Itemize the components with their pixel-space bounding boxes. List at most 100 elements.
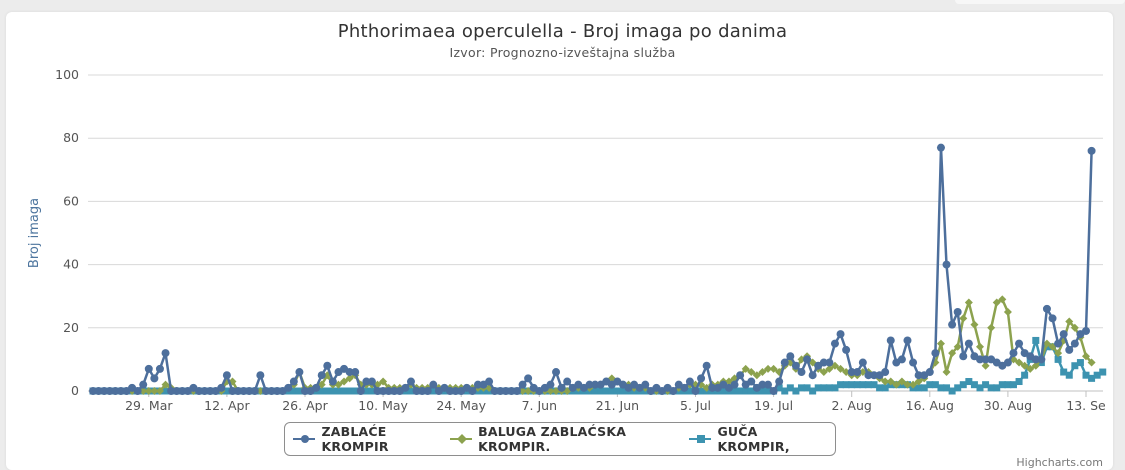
data-point[interactable] bbox=[1009, 381, 1017, 389]
data-point[interactable] bbox=[1054, 355, 1062, 363]
data-point[interactable] bbox=[764, 380, 773, 389]
data-point[interactable] bbox=[1087, 358, 1096, 367]
data-point[interactable] bbox=[1082, 352, 1090, 361]
data-point[interactable] bbox=[524, 374, 533, 383]
data-point[interactable] bbox=[998, 295, 1007, 304]
data-point[interactable] bbox=[886, 377, 895, 386]
data-point[interactable] bbox=[351, 387, 359, 395]
data-point[interactable] bbox=[881, 368, 890, 377]
data-point[interactable] bbox=[150, 374, 159, 383]
data-point[interactable] bbox=[998, 381, 1006, 389]
data-point[interactable] bbox=[323, 361, 332, 370]
data-point[interactable] bbox=[809, 387, 817, 395]
data-point[interactable] bbox=[876, 384, 884, 392]
data-point[interactable] bbox=[1015, 358, 1024, 367]
data-point[interactable] bbox=[501, 387, 510, 395]
data-point[interactable] bbox=[702, 361, 711, 370]
data-point[interactable] bbox=[290, 387, 298, 395]
data-point[interactable] bbox=[1042, 339, 1051, 348]
data-point[interactable] bbox=[295, 387, 303, 395]
data-point[interactable] bbox=[925, 368, 934, 377]
data-point[interactable] bbox=[223, 387, 231, 395]
data-point[interactable] bbox=[1037, 355, 1046, 364]
data-point[interactable] bbox=[970, 381, 978, 389]
data-point[interactable] bbox=[239, 387, 248, 395]
data-point[interactable] bbox=[909, 380, 918, 389]
data-point[interactable] bbox=[1042, 304, 1051, 313]
data-point[interactable] bbox=[859, 381, 867, 389]
data-point[interactable] bbox=[758, 387, 766, 395]
data-point[interactable] bbox=[987, 323, 996, 332]
data-point[interactable] bbox=[747, 387, 755, 395]
legend-item-guca[interactable]: GUČA KROMPIR, bbox=[688, 424, 827, 454]
data-point[interactable] bbox=[1071, 362, 1079, 370]
data-point[interactable] bbox=[909, 358, 918, 367]
data-point[interactable] bbox=[976, 355, 985, 364]
data-point[interactable] bbox=[797, 384, 805, 392]
data-point[interactable] bbox=[228, 387, 237, 395]
data-point[interactable] bbox=[1065, 371, 1073, 379]
data-point[interactable] bbox=[797, 368, 806, 377]
data-point[interactable] bbox=[814, 384, 822, 392]
data-point[interactable] bbox=[557, 383, 566, 392]
data-point[interactable] bbox=[161, 380, 170, 389]
data-point[interactable] bbox=[959, 314, 968, 323]
data-point[interactable] bbox=[245, 387, 254, 395]
data-point[interactable] bbox=[222, 371, 231, 380]
data-point[interactable] bbox=[965, 378, 973, 386]
data-point[interactable] bbox=[105, 387, 114, 395]
data-point[interactable] bbox=[943, 384, 951, 392]
data-point[interactable] bbox=[356, 387, 365, 395]
data-point[interactable] bbox=[250, 387, 259, 395]
data-point[interactable] bbox=[864, 381, 872, 389]
data-point[interactable] bbox=[94, 387, 103, 395]
data-point[interactable] bbox=[597, 387, 605, 395]
data-point[interactable] bbox=[853, 381, 861, 389]
data-point[interactable] bbox=[1015, 378, 1023, 386]
data-point[interactable] bbox=[747, 368, 756, 377]
data-point[interactable] bbox=[161, 349, 170, 358]
data-point[interactable] bbox=[953, 308, 962, 316]
legend-item-zablace[interactable]: ZABLAĆE KROMPIR bbox=[293, 424, 450, 454]
data-point[interactable] bbox=[797, 355, 806, 364]
data-point[interactable] bbox=[981, 355, 990, 364]
data-point[interactable] bbox=[423, 387, 432, 395]
data-point[interactable] bbox=[830, 339, 839, 348]
data-point[interactable] bbox=[362, 387, 370, 395]
data-point[interactable] bbox=[1054, 349, 1063, 358]
data-point[interactable] bbox=[686, 387, 694, 395]
data-point[interactable] bbox=[820, 384, 828, 392]
data-point[interactable] bbox=[702, 383, 711, 392]
data-point[interactable] bbox=[936, 143, 945, 152]
data-point[interactable] bbox=[351, 368, 360, 377]
data-point[interactable] bbox=[881, 377, 890, 386]
data-point[interactable] bbox=[837, 381, 845, 389]
data-point[interactable] bbox=[418, 387, 427, 395]
data-point[interactable] bbox=[758, 368, 767, 377]
data-point[interactable] bbox=[139, 387, 148, 395]
data-point[interactable] bbox=[641, 380, 650, 389]
data-point[interactable] bbox=[948, 349, 957, 358]
data-point[interactable] bbox=[915, 384, 923, 392]
data-point[interactable] bbox=[769, 364, 778, 373]
data-point[interactable] bbox=[1070, 339, 1079, 348]
data-point[interactable] bbox=[731, 387, 739, 395]
data-point[interactable] bbox=[741, 364, 750, 373]
data-point[interactable] bbox=[987, 384, 995, 392]
data-point[interactable] bbox=[89, 387, 97, 395]
data-point[interactable] bbox=[914, 377, 923, 386]
data-point[interactable] bbox=[273, 387, 282, 395]
data-point[interactable] bbox=[842, 345, 851, 354]
data-point[interactable] bbox=[300, 387, 309, 395]
data-point[interactable] bbox=[116, 387, 125, 395]
data-point[interactable] bbox=[691, 387, 700, 395]
data-point[interactable] bbox=[937, 384, 945, 392]
data-point[interactable] bbox=[825, 384, 833, 392]
data-point[interactable] bbox=[697, 387, 705, 395]
data-point[interactable] bbox=[897, 355, 906, 364]
data-point[interactable] bbox=[786, 384, 794, 392]
data-point[interactable] bbox=[133, 387, 142, 395]
data-point[interactable] bbox=[217, 383, 226, 392]
data-point[interactable] bbox=[981, 361, 990, 370]
data-point[interactable] bbox=[518, 380, 527, 389]
